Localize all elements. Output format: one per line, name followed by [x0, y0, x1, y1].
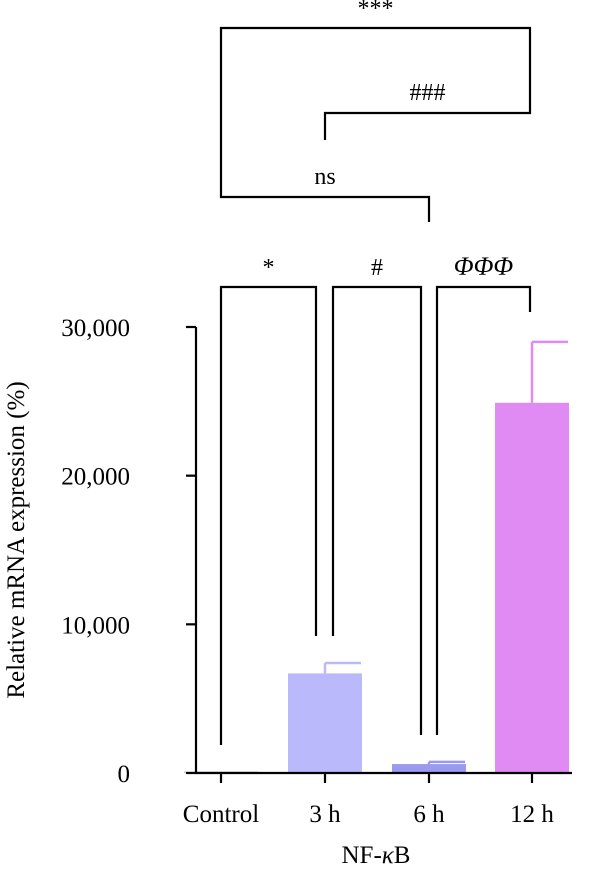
significance-bracket — [219, 26, 532, 162]
y-tick-label: 10,000 — [61, 612, 130, 639]
axes-layer — [194, 327, 572, 775]
y-axis-title: Relative mRNA expression (%) — [3, 381, 30, 698]
bar — [288, 673, 362, 773]
y-tick-label: 0 — [118, 761, 131, 788]
y-tick-label: 30,000 — [61, 315, 130, 342]
significance-bracket — [219, 285, 318, 745]
x-tick-label: Control — [183, 801, 259, 828]
y-ticks: 0 10,000 20,000 30,000 — [61, 315, 196, 788]
x-tick-label: 12 h — [510, 801, 554, 828]
significance-label: # — [371, 255, 383, 281]
significance-bracket — [323, 82, 532, 140]
x-axis-title-kappa: κ — [382, 842, 395, 869]
x-tick-label: 6 h — [413, 801, 445, 828]
bar — [392, 764, 466, 773]
significance-label: ΦΦΦ — [454, 252, 514, 281]
significance-bracket — [435, 285, 532, 735]
significance-brackets: *** ### ns * # ΦΦΦ — [219, 0, 532, 745]
significance-label: *** — [358, 0, 394, 22]
bars-layer — [184, 340, 569, 773]
significance-label: ns — [314, 164, 335, 190]
x-tick-label: 3 h — [309, 801, 341, 828]
x-axis-title: NF-κB — [342, 842, 411, 869]
significance-label: * — [263, 255, 275, 281]
y-tick-label: 20,000 — [61, 464, 130, 491]
x-ticks: Control 3 h 6 h 12 h — [183, 773, 554, 828]
x-axis-title-prefix: NF- — [342, 842, 382, 869]
significance-bracket — [219, 162, 431, 222]
x-axis-title-suffix: B — [394, 842, 411, 869]
significance-label: ### — [410, 80, 446, 106]
bar — [495, 402, 569, 773]
significance-bracket — [331, 285, 423, 735]
